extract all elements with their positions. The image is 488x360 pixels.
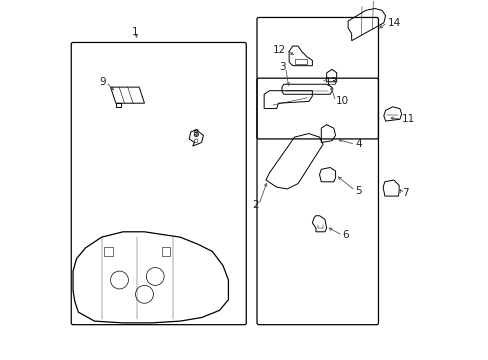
Text: 2: 2 [252, 200, 258, 210]
Text: 3: 3 [278, 63, 285, 72]
Text: 12: 12 [272, 45, 285, 55]
Text: 11: 11 [401, 114, 414, 124]
Text: 9: 9 [99, 77, 106, 87]
Text: 5: 5 [354, 186, 361, 196]
Text: 6: 6 [342, 230, 348, 240]
Bar [162, 247, 170, 256]
Text: 10: 10 [335, 96, 348, 107]
Text: 4: 4 [354, 139, 361, 149]
Text: 14: 14 [386, 18, 400, 28]
Text: 1: 1 [132, 27, 139, 37]
Bar [104, 247, 113, 256]
Text: 8: 8 [192, 129, 199, 139]
Text: 7: 7 [401, 188, 407, 198]
Text: 13: 13 [324, 77, 337, 87]
